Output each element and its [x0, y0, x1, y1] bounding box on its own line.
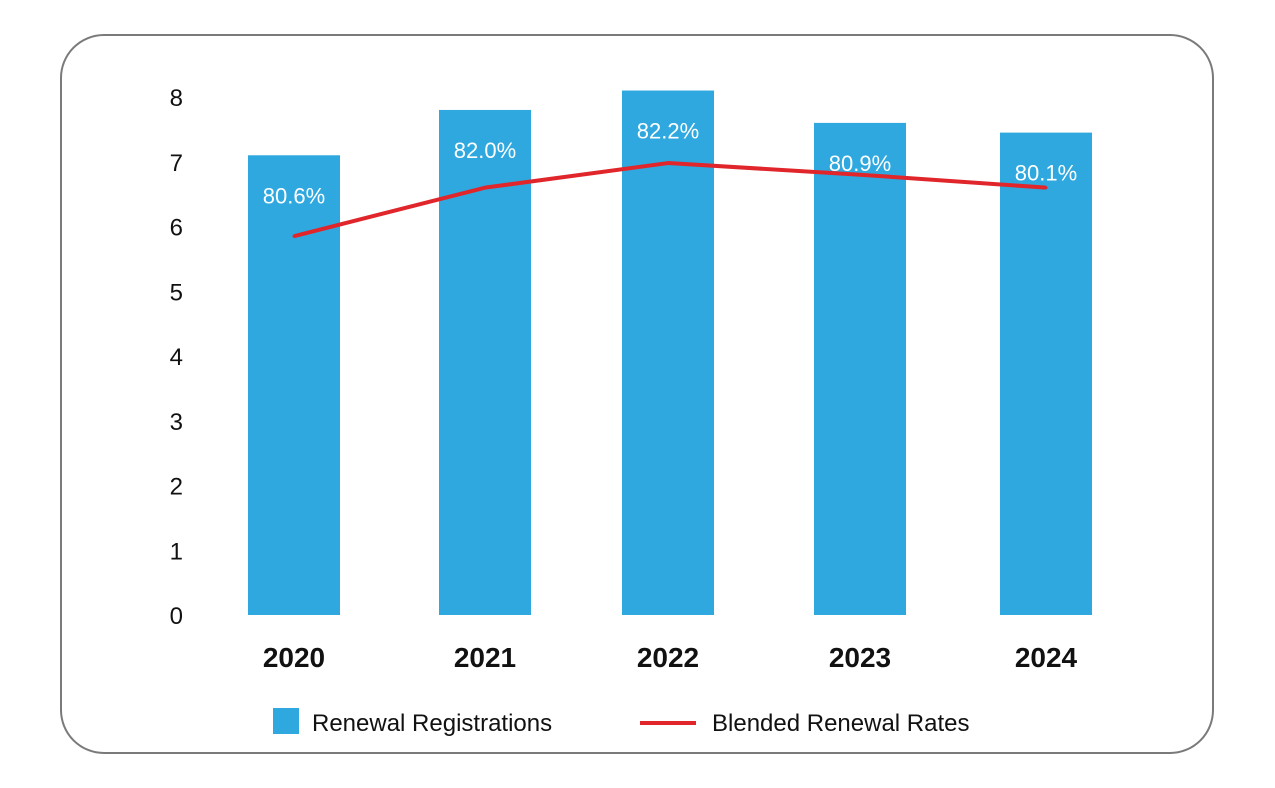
y-tick-label: 1 [170, 538, 183, 565]
line-point-2020 [292, 234, 296, 238]
line-point-2022 [666, 161, 670, 165]
bar-2022 [622, 90, 714, 615]
data-label: 80.9% [829, 151, 891, 176]
legend-bar-swatch [273, 708, 299, 734]
line-point-2021 [483, 186, 487, 190]
x-axis: 2020 2021 2022 2023 2024 [263, 642, 1078, 673]
y-axis: 0 1 2 3 4 5 6 7 8 [170, 85, 183, 630]
x-tick-label: 2022 [637, 642, 699, 673]
data-label: 82.0% [454, 138, 516, 163]
bar-2024 [1000, 132, 1092, 616]
x-tick-label: 2020 [263, 642, 325, 673]
y-tick-label: 3 [170, 409, 183, 436]
legend: Renewal Registrations Blended Renewal Rat… [273, 708, 970, 737]
y-tick-label: 6 [170, 215, 183, 242]
bar-2023 [814, 122, 906, 616]
line-point-2024 [1044, 186, 1048, 190]
data-label: 80.1% [1015, 161, 1077, 186]
data-label: 80.6% [263, 183, 325, 208]
y-tick-label: 7 [170, 150, 183, 177]
data-label: 82.2% [637, 119, 699, 144]
legend-label-registrations: Renewal Registrations [312, 710, 552, 737]
y-tick-label: 8 [170, 85, 183, 112]
line-series [292, 161, 1048, 239]
x-tick-label: 2024 [1015, 642, 1078, 673]
bar-series [248, 90, 1092, 616]
legend-label-blended-rates: Blended Renewal Rates [712, 710, 970, 737]
y-tick-label: 5 [170, 279, 183, 306]
line-point-2023 [858, 173, 862, 177]
y-tick-label: 2 [170, 474, 183, 501]
data-labels: 80.6% 82.0% 82.2% 80.9% 80.1% [263, 119, 1077, 209]
y-tick-label: 4 [170, 344, 183, 371]
x-tick-label: 2023 [829, 642, 891, 673]
bar-2020 [248, 155, 340, 615]
x-tick-label: 2021 [454, 642, 516, 673]
y-tick-label: 0 [170, 603, 183, 630]
